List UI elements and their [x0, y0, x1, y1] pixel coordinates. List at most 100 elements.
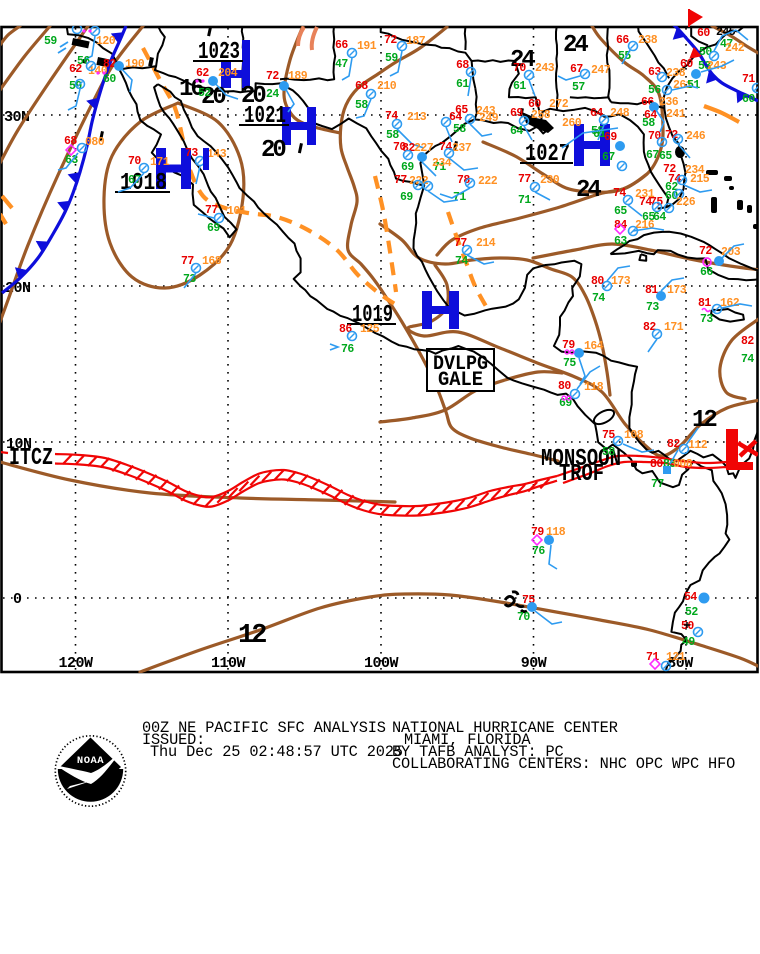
svg-text:234: 234 [685, 164, 705, 177]
svg-text:121: 121 [666, 651, 686, 664]
svg-text:52: 52 [198, 87, 211, 100]
svg-text:81: 81 [698, 297, 711, 310]
svg-text:242: 242 [725, 42, 745, 55]
svg-text:24: 24 [266, 88, 279, 101]
svg-text:58: 58 [642, 117, 655, 130]
svg-text:86: 86 [339, 323, 352, 336]
svg-text:168: 168 [202, 255, 222, 268]
svg-text:79: 79 [531, 526, 544, 539]
svg-text:68: 68 [355, 80, 368, 93]
svg-text:272: 272 [549, 98, 569, 111]
svg-text:COLLABORATING CENTERS: NHC OPC: COLLABORATING CENTERS: NHC OPC WPC HFO [392, 755, 735, 773]
svg-text:64: 64 [510, 125, 523, 138]
svg-text:236: 236 [659, 96, 679, 109]
svg-text:72: 72 [665, 129, 678, 142]
svg-text:258: 258 [531, 109, 551, 122]
svg-text:74: 74 [741, 353, 754, 366]
svg-text:68: 68 [456, 59, 469, 72]
svg-text:ITCZ: ITCZ [9, 445, 53, 472]
svg-text:080: 080 [85, 136, 105, 149]
svg-text:65: 65 [455, 104, 468, 117]
svg-text:227: 227 [414, 142, 434, 155]
svg-text:213: 213 [407, 111, 427, 124]
svg-text:80: 80 [558, 380, 571, 393]
svg-text:63: 63 [614, 235, 627, 248]
svg-text:ISSUED:: ISSUED: [142, 731, 205, 749]
svg-text:74: 74 [455, 255, 468, 268]
svg-text:GALE: GALE [438, 369, 483, 392]
svg-text:60: 60 [697, 27, 710, 40]
svg-text:210: 210 [377, 80, 397, 93]
svg-text:80: 80 [591, 275, 604, 288]
svg-text:204: 204 [218, 67, 238, 80]
svg-text:62: 62 [196, 67, 209, 80]
svg-text:249: 249 [479, 112, 499, 125]
svg-text:58: 58 [602, 446, 615, 459]
svg-text:191: 191 [357, 40, 377, 53]
svg-text:230: 230 [540, 174, 560, 187]
svg-text:100W: 100W [364, 655, 399, 672]
svg-text:20: 20 [241, 83, 266, 110]
svg-text:190: 190 [125, 58, 145, 71]
svg-text:75: 75 [563, 357, 576, 370]
svg-text:008: 008 [673, 458, 693, 471]
svg-text:71: 71 [742, 73, 755, 86]
svg-text:164: 164 [584, 340, 604, 353]
svg-text:222: 222 [478, 175, 498, 188]
svg-text:50: 50 [681, 620, 694, 633]
svg-text:125: 125 [360, 323, 380, 336]
svg-text:77: 77 [454, 237, 467, 250]
svg-text:77: 77 [181, 255, 194, 268]
svg-text:60: 60 [680, 58, 693, 71]
svg-text:101: 101 [227, 205, 247, 218]
svg-text:61: 61 [456, 78, 469, 91]
svg-text:76: 76 [341, 343, 354, 356]
svg-text:243: 243 [535, 62, 555, 75]
svg-text:BY TAFB ANALYST: PC: BY TAFB ANALYST: PC [392, 743, 564, 761]
svg-text:74: 74 [613, 187, 626, 200]
svg-text:60: 60 [103, 73, 116, 86]
svg-text:171: 171 [150, 156, 170, 169]
svg-text:58: 58 [386, 129, 399, 142]
svg-text:189: 189 [288, 70, 308, 83]
svg-text:00Z NE PACIFIC SFC ANALYSIS: 00Z NE PACIFIC SFC ANALYSIS [142, 719, 386, 737]
svg-text:76: 76 [532, 545, 545, 558]
svg-text:82: 82 [741, 335, 754, 348]
svg-text:69: 69 [400, 191, 413, 204]
svg-text:74: 74 [592, 292, 605, 305]
svg-text:10N: 10N [6, 436, 32, 453]
svg-text:54: 54 [684, 591, 697, 604]
svg-text:77: 77 [518, 173, 531, 186]
svg-text:TROF: TROF [559, 461, 604, 488]
svg-text:243: 243 [707, 60, 727, 73]
svg-text:73: 73 [700, 313, 713, 326]
svg-text:67: 67 [570, 63, 583, 76]
svg-text:70: 70 [513, 62, 526, 75]
svg-text:62: 62 [69, 63, 82, 76]
svg-text:248: 248 [610, 107, 630, 120]
svg-text:66: 66 [335, 39, 348, 52]
svg-text:60: 60 [665, 190, 678, 203]
svg-text:215: 215 [690, 173, 710, 186]
svg-text:73: 73 [646, 301, 659, 314]
svg-text:78: 78 [457, 174, 470, 187]
svg-text:69: 69 [207, 222, 220, 235]
svg-text:65: 65 [642, 211, 655, 224]
svg-text:72: 72 [699, 245, 712, 258]
svg-text:67: 67 [646, 149, 659, 162]
svg-text:70: 70 [517, 611, 530, 624]
svg-text:260: 260 [562, 117, 582, 130]
svg-text:90W: 90W [521, 655, 547, 672]
svg-text:203: 203 [721, 246, 741, 259]
svg-text:64: 64 [449, 111, 462, 124]
svg-text:72: 72 [663, 163, 676, 176]
svg-text:60: 60 [742, 93, 755, 106]
svg-text:77: 77 [394, 174, 407, 187]
svg-text:118: 118 [584, 381, 604, 394]
svg-text:0: 0 [13, 591, 22, 608]
svg-text:77: 77 [651, 478, 664, 491]
svg-text:56: 56 [648, 84, 661, 97]
svg-text:68: 68 [64, 135, 77, 148]
svg-text:DVLPG: DVLPG [433, 353, 488, 376]
svg-text:214: 214 [476, 237, 496, 250]
